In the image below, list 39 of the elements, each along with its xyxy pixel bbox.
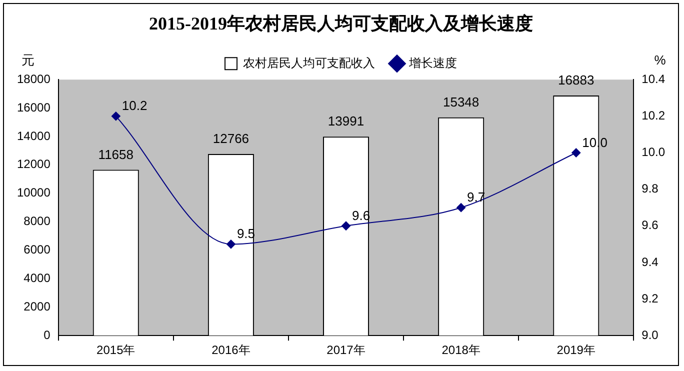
y-tick-label: 0 xyxy=(44,328,51,342)
data-label: 11658 xyxy=(98,146,134,162)
legend-label: 增长速度 xyxy=(408,56,457,70)
data-label: 13991 xyxy=(328,114,364,129)
x-tick-label: 2019年 xyxy=(556,343,596,358)
y-axis-title: 元 xyxy=(22,52,34,68)
y2-tick-label: 10.2 xyxy=(642,108,666,122)
x-tick-label: 2018年 xyxy=(442,343,480,358)
y2-tick-label: 9.6 xyxy=(642,218,659,232)
point xyxy=(111,112,120,121)
data-label: 16883 xyxy=(558,72,594,88)
chart-title: 2015-2019年农村居民人均可支配收入及增长速度 xyxy=(149,13,533,34)
point xyxy=(342,221,351,230)
y2-axis-title: % xyxy=(654,52,666,68)
point xyxy=(572,148,581,158)
y2-tick-label: 9.4 xyxy=(642,254,659,269)
point xyxy=(456,203,466,212)
y-tick-label: 2000 xyxy=(24,299,51,314)
x-tick-label: 2017年 xyxy=(326,343,366,358)
data-label: 12766 xyxy=(212,131,250,146)
y2-tick-label: 9.0 xyxy=(642,328,659,342)
y2-tick-label: 10.4 xyxy=(642,72,666,86)
y2-tick-label: 9.8 xyxy=(642,182,659,196)
y-tick-label: 4000 xyxy=(24,271,51,286)
y-tick-label: 18000 xyxy=(16,72,51,86)
y-tick-label: 6000 xyxy=(24,242,51,257)
data-label: 10.2 xyxy=(122,98,148,114)
data-label: 15348 xyxy=(442,94,480,110)
y2-tick-label: 9.2 xyxy=(642,291,659,306)
y-tick-label: 8000 xyxy=(24,214,51,228)
legend-label: 农村居民人均可支配收入 xyxy=(243,56,375,70)
y2-tick-label: 10.0 xyxy=(642,145,666,160)
x-tick-label: 2015年 xyxy=(96,343,136,358)
y-tick-label: 14000 xyxy=(16,128,51,143)
y-tick-label: 16000 xyxy=(16,100,51,114)
x-tick-label: 2016年 xyxy=(212,343,250,358)
point xyxy=(226,240,236,249)
y-tick-label: 12000 xyxy=(16,157,51,172)
y-tick-label: 10000 xyxy=(16,186,51,200)
